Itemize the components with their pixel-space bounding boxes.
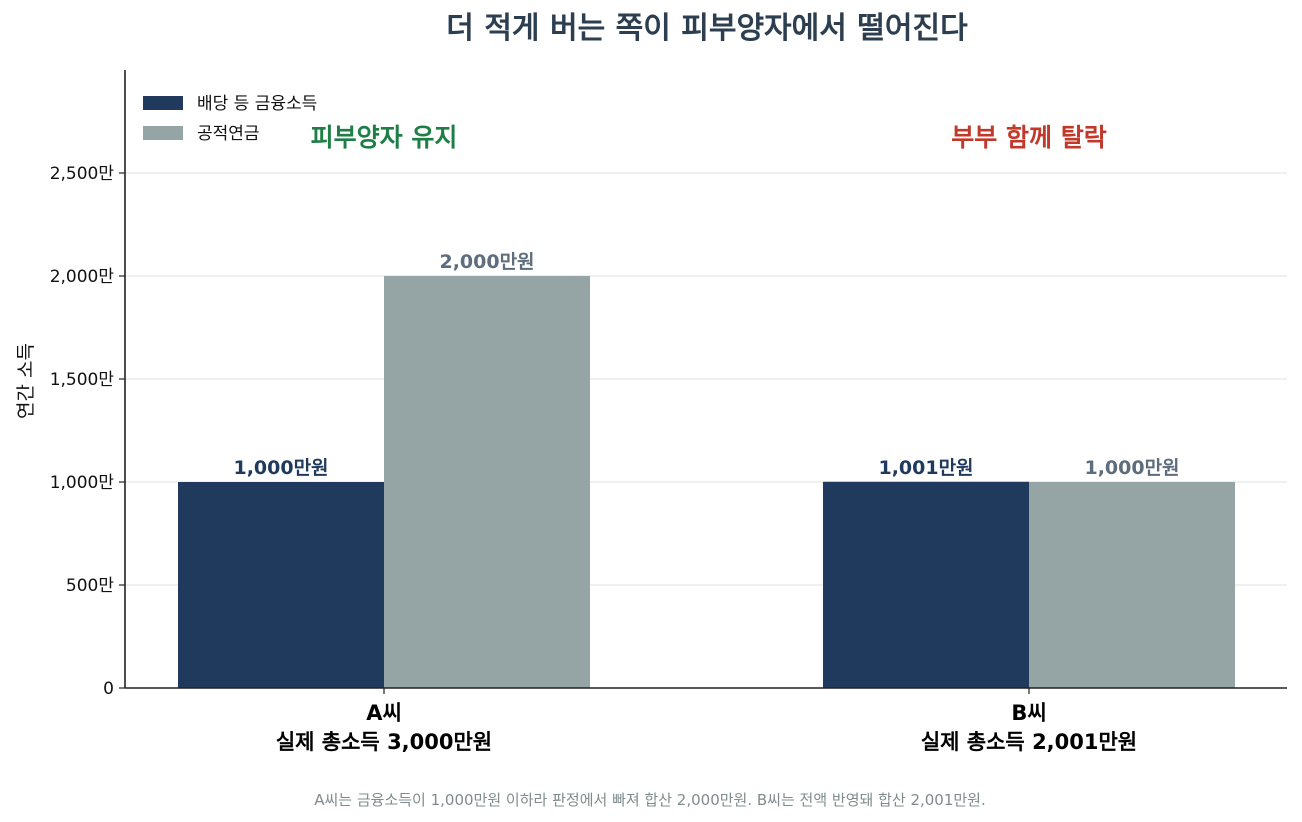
y-tick-label: 2,000만 — [50, 267, 115, 287]
y-tick-label: 1,000만 — [50, 473, 115, 493]
value-labels: 1,000만원 1,001만원 2,000만원 1,000만원 — [233, 251, 1179, 479]
legend-label: 배당 등 금융소득 — [197, 94, 317, 114]
x-tick-sublabel: 실제 총소득 2,001만원 — [921, 730, 1137, 754]
legend-swatch — [143, 126, 183, 140]
y-axis-label: 연간 소득 — [15, 343, 37, 419]
status-annotation: 부부 함께 탈락 — [951, 123, 1106, 152]
caption: A씨는 금융소득이 1,000만원 이하라 판정에서 빠져 합산 2,000만원… — [314, 791, 986, 809]
bar — [1029, 482, 1235, 688]
y-tick-label: 1,500만 — [50, 370, 115, 390]
bar — [823, 481, 1029, 688]
x-tick-label: B씨 — [1011, 701, 1046, 725]
y-tick-label: 2,500만 — [50, 164, 115, 184]
chart-title: 더 적게 버는 쪽이 피부양자에서 떨어진다 — [446, 11, 968, 46]
legend-swatch — [143, 96, 183, 110]
bar-value-label: 1,000만원 — [1084, 457, 1179, 479]
status-annotation: 피부양자 유지 — [311, 123, 458, 152]
annotations: 피부양자 유지 부부 함께 탈락 — [311, 123, 1107, 152]
bars — [178, 276, 1235, 688]
bar — [384, 276, 590, 688]
y-tick-label: 500만 — [66, 576, 114, 596]
x-tick-sublabel: 실제 총소득 3,000만원 — [276, 730, 492, 754]
y-ticks: 0 500만 1,000만 1,500만 2,000만 2,500만 — [50, 164, 125, 699]
bar-value-label: 1,001만원 — [878, 457, 973, 479]
y-tick-label: 0 — [103, 679, 114, 699]
bar-value-label: 2,000만원 — [439, 251, 534, 273]
bar-value-label: 1,000만원 — [233, 457, 328, 479]
legend-label: 공적연금 — [197, 124, 260, 144]
bar — [178, 482, 384, 688]
x-tick-label: A씨 — [366, 701, 402, 725]
